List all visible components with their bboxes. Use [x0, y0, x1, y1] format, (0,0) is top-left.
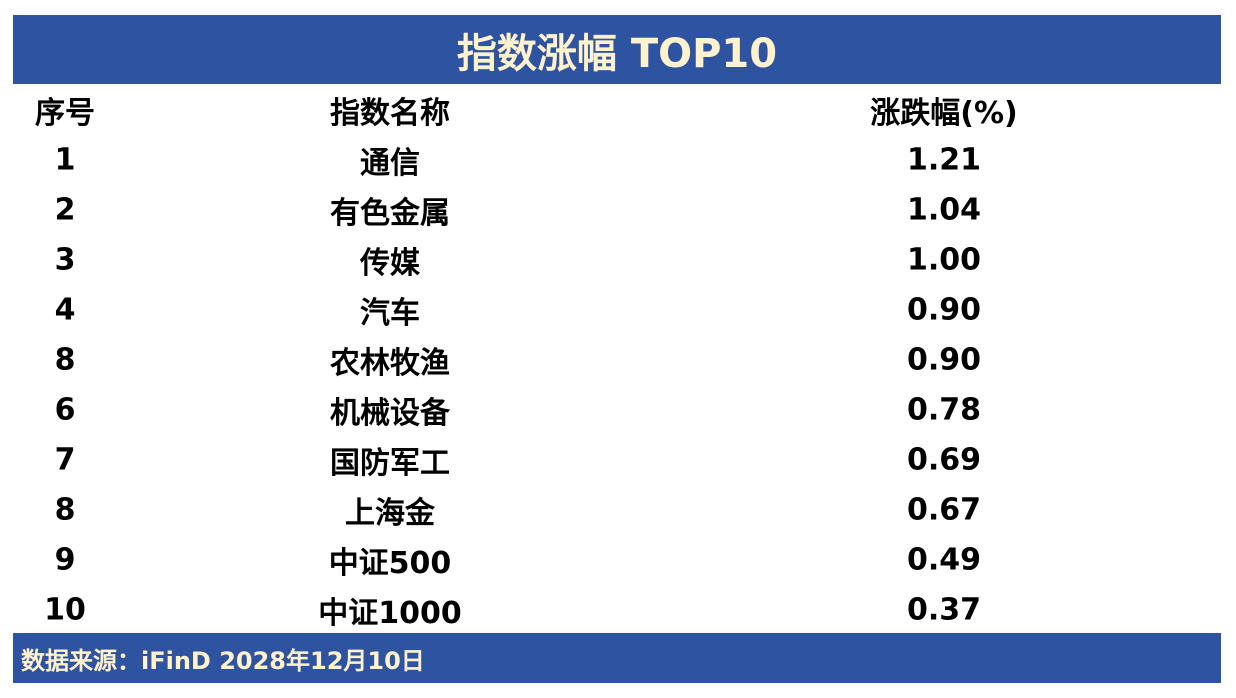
table-row: 9 中证500 0.49 — [13, 535, 1221, 585]
rank-cell: 1 — [54, 142, 76, 178]
table-row: 6 机械设备 0.78 — [13, 385, 1221, 435]
change-cell: 1.21 — [906, 142, 982, 178]
rank-cell: 8 — [54, 492, 76, 528]
rank-cell: 6 — [54, 392, 76, 428]
change-cell: 0.78 — [906, 392, 982, 428]
table-row: 3 传媒 1.00 — [13, 235, 1221, 285]
source-footer: 数据来源：iFinD 2028年12月10日 — [13, 633, 1221, 683]
name-cell: 通信 — [360, 146, 420, 181]
change-cell: 1.04 — [906, 192, 982, 228]
title-banner: 指数涨幅 TOP10 — [13, 15, 1221, 84]
rank-cell: 3 — [54, 242, 76, 278]
rank-cell: 9 — [54, 542, 76, 578]
change-cell: 0.69 — [906, 442, 982, 478]
name-cell: 中证500 — [328, 546, 452, 581]
rank-cell: 7 — [54, 442, 76, 478]
rank-cell: 4 — [54, 292, 76, 328]
table-row: 4 汽车 0.90 — [13, 285, 1221, 335]
change-cell: 0.90 — [906, 342, 982, 378]
table-row: 8 农林牧渔 0.90 — [13, 335, 1221, 385]
rank-cell: 10 — [44, 592, 86, 628]
rank-cell: 2 — [54, 192, 76, 228]
name-cell: 汽车 — [360, 296, 420, 331]
name-cell: 传媒 — [360, 246, 420, 281]
table-row: 1 通信 1.21 — [13, 135, 1221, 185]
name-cell: 机械设备 — [330, 396, 450, 431]
name-cell: 农林牧渔 — [330, 346, 450, 381]
source-text: 数据来源：iFinD 2028年12月10日 — [21, 646, 425, 675]
change-cell: 1.00 — [906, 242, 982, 278]
column-header-change: 涨跌幅(%) — [870, 96, 1018, 131]
rank-cell: 8 — [54, 342, 76, 378]
change-cell: 0.37 — [906, 592, 982, 628]
name-cell: 中证1000 — [318, 596, 462, 631]
table-header: 序号 指数名称 涨跌幅(%) — [13, 85, 1221, 135]
change-cell: 0.67 — [906, 492, 982, 528]
change-cell: 0.49 — [906, 542, 982, 578]
column-header-name: 指数名称 — [330, 96, 450, 131]
table-row: 10 中证1000 0.37 — [13, 585, 1221, 635]
page-title: 指数涨幅 TOP10 — [456, 30, 778, 77]
table-row: 2 有色金属 1.04 — [13, 185, 1221, 235]
change-cell: 0.90 — [906, 292, 982, 328]
name-cell: 国防军工 — [330, 446, 450, 481]
name-cell: 上海金 — [345, 496, 435, 531]
column-header-rank: 序号 — [35, 96, 95, 131]
table-row: 7 国防军工 0.69 — [13, 435, 1221, 485]
table-row: 8 上海金 0.67 — [13, 485, 1221, 535]
name-cell: 有色金属 — [330, 196, 450, 231]
